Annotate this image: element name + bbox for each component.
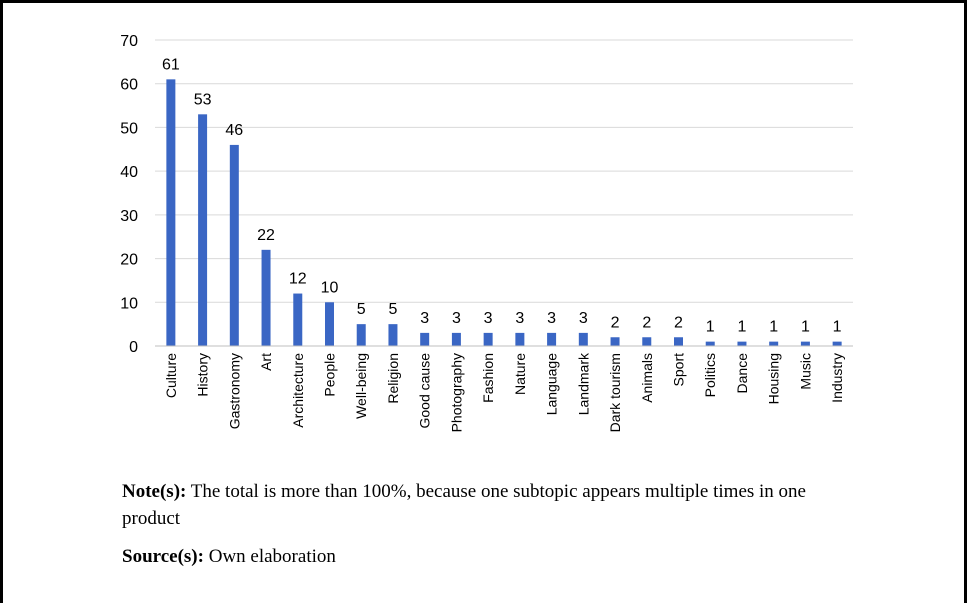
data-label: 53 <box>194 91 212 108</box>
bar <box>800 341 810 346</box>
bar <box>578 332 588 346</box>
x-tick-label: Culture <box>163 353 179 398</box>
data-label: 1 <box>833 319 842 336</box>
x-tick-label: Gastronomy <box>226 353 242 429</box>
data-label: 3 <box>484 310 493 327</box>
data-label: 1 <box>706 319 715 336</box>
x-tick-label: Animals <box>639 353 655 403</box>
data-label: 1 <box>738 319 747 336</box>
data-label: 61 <box>162 56 180 73</box>
bar <box>420 332 430 346</box>
x-tick-label: Industry <box>829 353 845 403</box>
data-label: 3 <box>452 310 461 327</box>
bar <box>388 324 398 346</box>
x-tick-label: Well-being <box>353 353 369 419</box>
y-tick-label: 70 <box>120 33 138 50</box>
bar <box>293 293 303 346</box>
x-tick-label: Sport <box>671 353 687 387</box>
x-tick-label: Housing <box>766 353 782 404</box>
x-tick-label: Fashion <box>480 353 496 403</box>
bar <box>674 337 683 346</box>
y-axis: 0 10 20 30 40 50 60 70 <box>120 33 138 356</box>
bar <box>737 341 747 346</box>
x-tick-label: Architecture <box>290 353 306 428</box>
y-tick-label: 60 <box>120 77 138 94</box>
data-label: 2 <box>611 314 620 331</box>
y-tick-label: 30 <box>120 208 138 225</box>
note-text: The total is more than 100%, because one… <box>122 481 806 529</box>
data-label: 3 <box>547 310 556 327</box>
x-tick-label: Language <box>544 353 560 416</box>
x-tick-label: Dark tourism <box>607 353 623 432</box>
bar <box>229 144 239 346</box>
x-tick-label: Good cause <box>417 353 433 429</box>
x-tick-label: People <box>322 353 338 397</box>
bar <box>261 249 271 346</box>
x-tick-label: Photography <box>448 353 464 432</box>
data-label: 10 <box>321 279 339 296</box>
x-tick-label: History <box>195 353 211 397</box>
x-tick-label: Landmark <box>575 352 591 415</box>
x-axis: Culture History Gastronomy Art Architecture P… <box>155 345 853 432</box>
y-tick-label: 20 <box>120 252 138 269</box>
note-label: Note(s): <box>122 481 187 502</box>
x-tick-label: Religion <box>385 353 401 404</box>
data-label: 46 <box>225 122 243 139</box>
data-label: 5 <box>357 301 366 318</box>
data-label: 2 <box>642 314 651 331</box>
bar <box>356 324 366 346</box>
gridlines <box>155 39 853 347</box>
source: Source(s): Own elaboration <box>122 546 336 568</box>
bar <box>642 337 652 346</box>
data-label: 22 <box>257 227 275 244</box>
data-label: 2 <box>674 314 683 331</box>
data-label: 5 <box>389 301 398 318</box>
data-label: 3 <box>515 310 524 327</box>
y-tick-label: 50 <box>120 120 138 137</box>
x-tick-label: Music <box>797 353 813 390</box>
data-label: 1 <box>769 319 778 336</box>
bar <box>769 341 779 346</box>
y-tick-label: 40 <box>120 164 138 181</box>
bar <box>705 341 715 346</box>
bar <box>515 332 525 346</box>
data-label: 3 <box>579 310 588 327</box>
note: Note(s): The total is more than 100%, be… <box>122 478 822 532</box>
bar <box>198 114 208 346</box>
bar <box>166 79 176 346</box>
bar <box>610 337 620 346</box>
source-label: Source(s): <box>122 546 204 567</box>
x-tick-label: Nature <box>512 353 528 395</box>
source-text: Own elaboration <box>203 546 336 567</box>
y-tick-label: 0 <box>129 339 138 356</box>
y-tick-label: 10 <box>120 295 138 312</box>
data-label: 1 <box>801 319 810 336</box>
bar <box>325 302 334 346</box>
bar <box>832 341 842 346</box>
data-label: 3 <box>420 310 429 327</box>
bar <box>547 332 557 346</box>
bars <box>166 79 842 346</box>
bar <box>451 332 461 346</box>
x-tick-label: Politics <box>702 353 718 397</box>
x-tick-label: Art <box>258 353 274 371</box>
x-tick-label: Dance <box>734 353 750 394</box>
bar <box>483 332 493 346</box>
data-label: 12 <box>289 271 307 288</box>
